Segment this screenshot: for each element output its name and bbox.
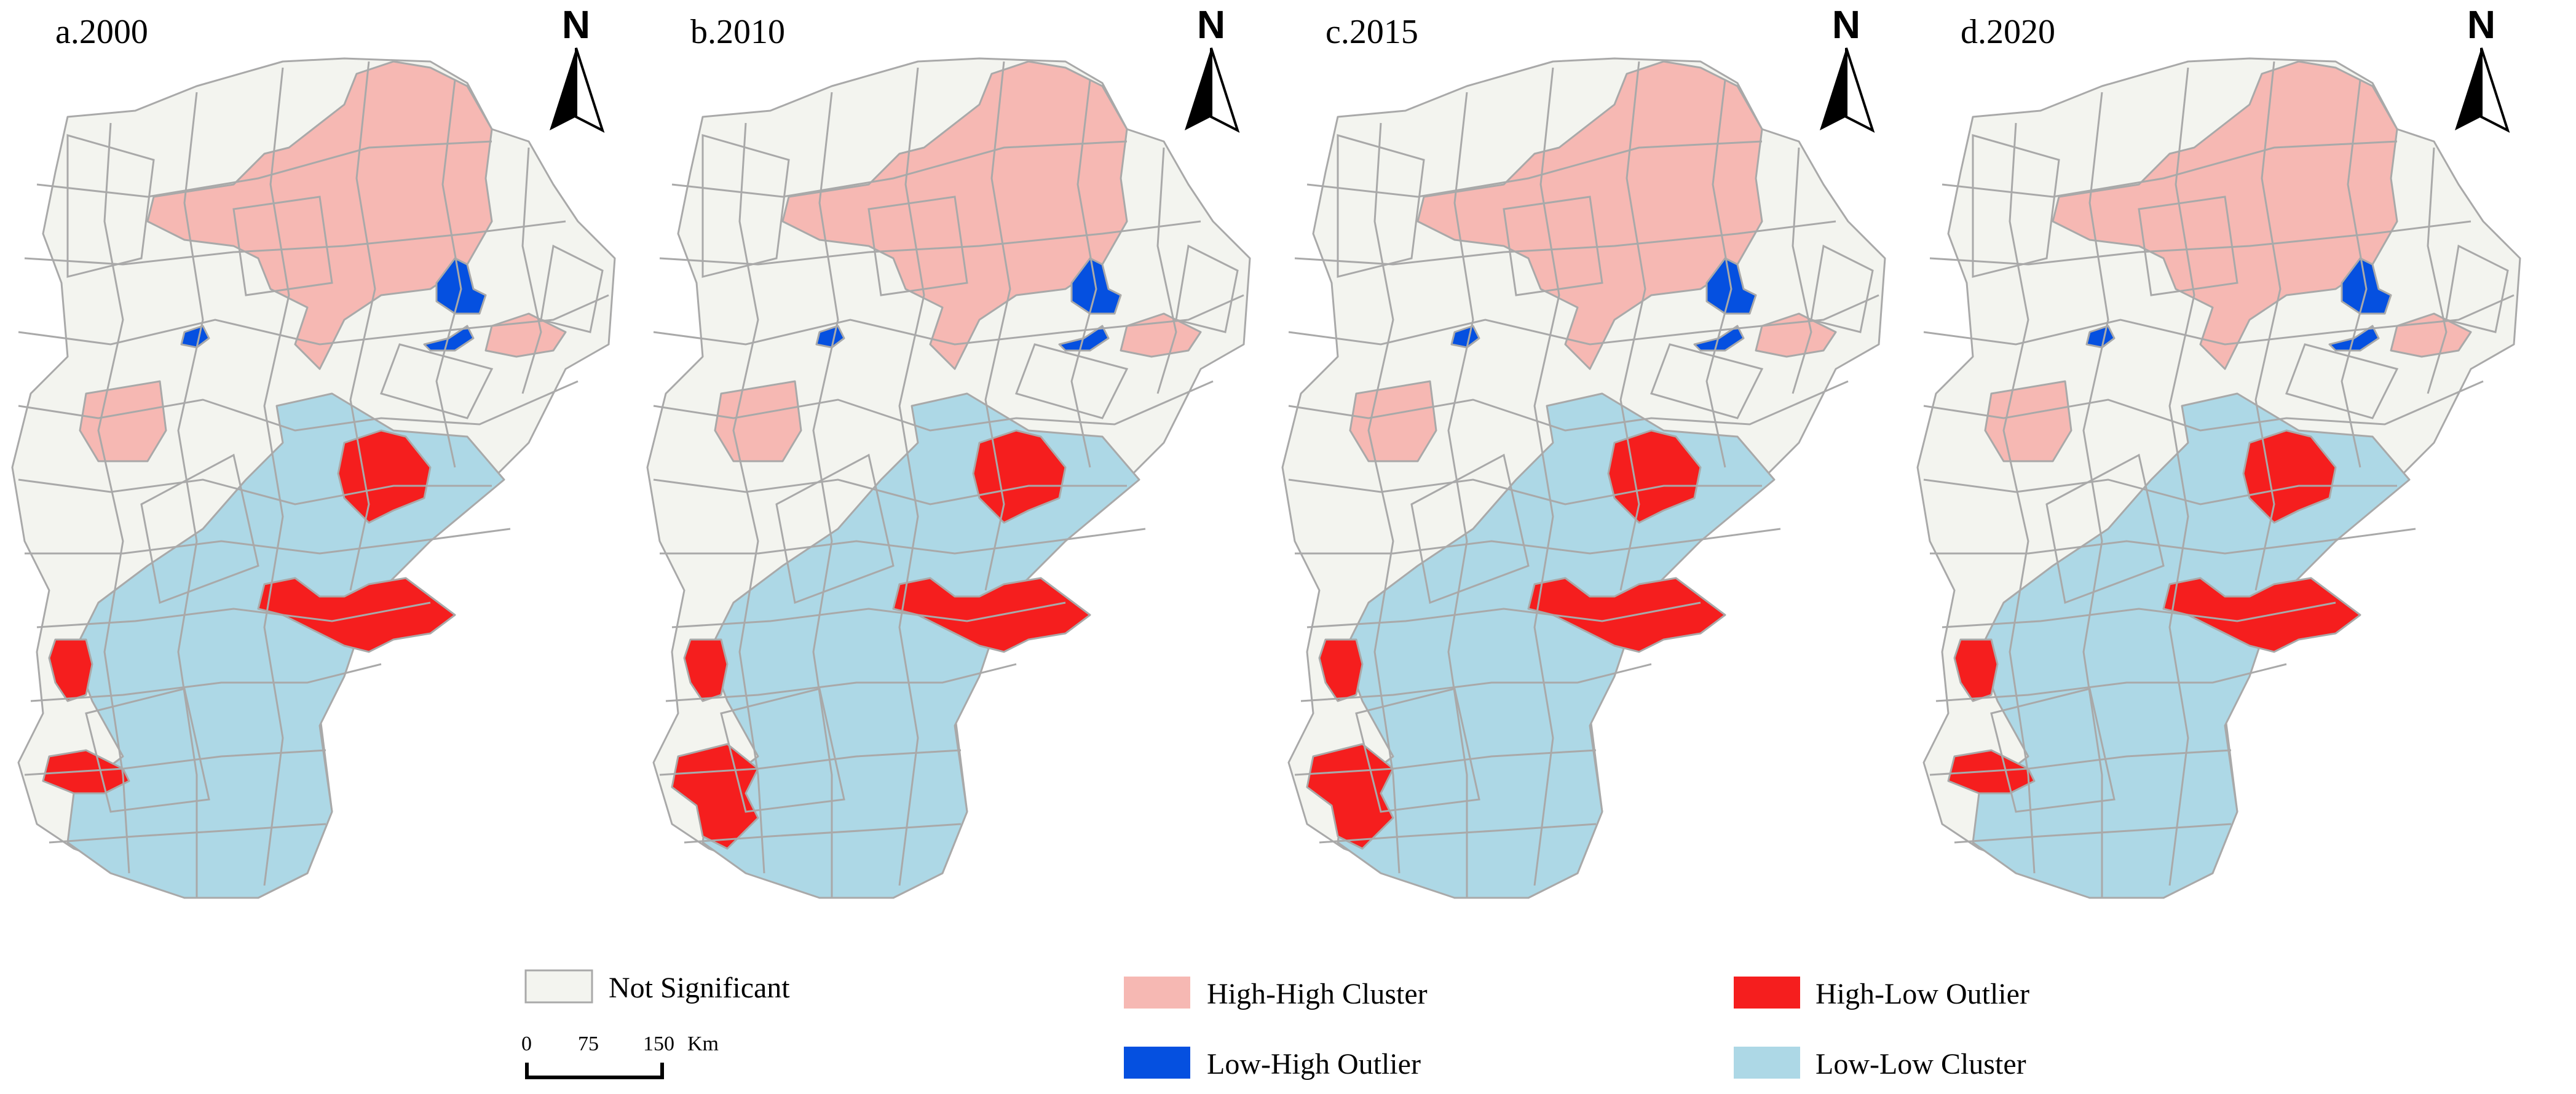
legend-label-low-low: Low-Low Cluster: [1815, 1048, 2026, 1080]
legend-swatch-high-high: [1124, 977, 1190, 1009]
north-arrow-right-half: [2480, 47, 2510, 133]
scale-tick-0: 0: [521, 1033, 532, 1055]
region-high-high-cluster: [1984, 380, 2072, 462]
panel-title: d.2020: [1961, 13, 2055, 51]
legend: Not Significant High-High Cluster High-L…: [524, 969, 2029, 1080]
north-arrow-left-half: [2455, 48, 2481, 130]
map-panel-d-2020: d.2020 N: [1916, 2, 2521, 899]
north-arrow-right-half: [1210, 47, 1240, 133]
north-arrow-letter: N: [1197, 2, 1225, 47]
legend-swatch-high-low: [1734, 977, 1800, 1009]
map-panel-b-2010: b.2010 N: [646, 2, 1251, 899]
legend-item-low-high: Low-High Outlier: [1124, 1047, 1421, 1080]
legend-swatch-low-low: [1734, 1047, 1800, 1079]
scale-tick-150: 150: [643, 1033, 674, 1055]
scale-unit: Km: [687, 1033, 719, 1055]
north-arrow-left-half: [1820, 48, 1846, 130]
scale-bar: 0 75 150 Km: [521, 1033, 719, 1079]
scale-tick-75: 75: [578, 1033, 599, 1055]
legend-label-low-high: Low-High Outlier: [1207, 1048, 1421, 1080]
north-arrow-letter: N: [562, 2, 590, 47]
legend-item-high-high: High-High Cluster: [1124, 977, 1428, 1010]
north-arrow-letter: N: [1832, 2, 1860, 47]
legend-label-high-high: High-High Cluster: [1207, 978, 1428, 1010]
legend-label-high-low: High-Low Outlier: [1815, 978, 2029, 1010]
panel-title: b.2010: [690, 13, 785, 51]
region-high-high-cluster: [79, 380, 167, 462]
legend-swatch-low-high: [1124, 1047, 1190, 1079]
north-arrow-right-half: [575, 47, 605, 133]
scale-bar-line: [525, 1063, 664, 1079]
legend-item-not-significant: Not Significant: [524, 969, 790, 1004]
north-arrow-icon: N: [2455, 2, 2510, 133]
region-high-high-cluster: [714, 380, 802, 462]
legend-swatch-not-significant: [524, 969, 593, 1004]
legend-item-low-low: Low-Low Cluster: [1734, 1047, 2026, 1080]
map-panel-a-2000: a.2000 N: [11, 2, 616, 899]
north-arrow-icon: N: [1820, 2, 1875, 133]
north-arrow-icon: N: [1185, 2, 1240, 133]
map-panel-c-2015: c.2015 N: [1281, 2, 1886, 899]
north-arrow-letter: N: [2467, 2, 2495, 47]
north-arrow-left-half: [550, 48, 576, 130]
north-arrow-left-half: [1185, 48, 1211, 130]
panel-title: a.2000: [55, 13, 148, 51]
north-arrow-right-half: [1845, 47, 1875, 133]
legend-label-not-significant: Not Significant: [609, 972, 790, 1004]
panel-title: c.2015: [1326, 13, 1418, 51]
region-high-high-cluster: [1349, 380, 1437, 462]
north-arrow-icon: N: [550, 2, 605, 133]
legend-item-high-low: High-Low Outlier: [1734, 977, 2029, 1010]
